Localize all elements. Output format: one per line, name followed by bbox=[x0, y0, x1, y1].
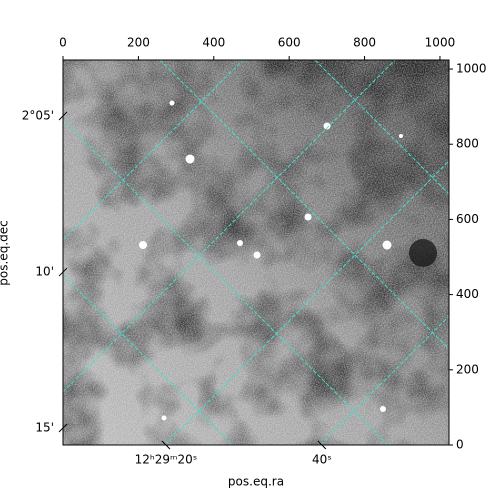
right-tick-label: 200 bbox=[456, 362, 479, 376]
right-tick-label: 800 bbox=[456, 137, 479, 151]
stars bbox=[139, 100, 403, 421]
right-tick-label: 600 bbox=[456, 212, 479, 226]
top-tick-label: 1000 bbox=[425, 36, 456, 50]
dec-tick-label: 15' bbox=[35, 420, 54, 434]
dec-tick bbox=[58, 423, 68, 433]
dec-tick bbox=[58, 267, 68, 277]
ra-tick bbox=[161, 440, 171, 450]
top-tick-label: 800 bbox=[353, 36, 376, 50]
grid-lines bbox=[63, 60, 449, 445]
right-tick-label: 1000 bbox=[456, 62, 487, 76]
x-axis-label: pos.eq.ra bbox=[228, 475, 284, 489]
axes-frame bbox=[62, 59, 450, 446]
top-tick-label: 400 bbox=[202, 36, 225, 50]
top-tick-label: 600 bbox=[278, 36, 301, 50]
ra-tick-label: 40ˢ bbox=[312, 453, 332, 467]
dec-tick-label: 10' bbox=[35, 265, 54, 279]
right-tick-label: 400 bbox=[456, 287, 479, 301]
top-tick-label: 200 bbox=[127, 36, 150, 50]
dec-tick-label: 2°05' bbox=[22, 108, 54, 122]
ra-tick-label: 12ʰ29ᵐ20ˢ bbox=[135, 453, 198, 467]
y-axis-label: pos.eq.dec bbox=[0, 220, 11, 285]
ra-tick bbox=[317, 440, 327, 450]
top-tick-label: 0 bbox=[59, 36, 67, 50]
right-tick-label: 0 bbox=[456, 438, 464, 452]
image bbox=[63, 60, 449, 445]
dec-tick bbox=[58, 111, 68, 121]
